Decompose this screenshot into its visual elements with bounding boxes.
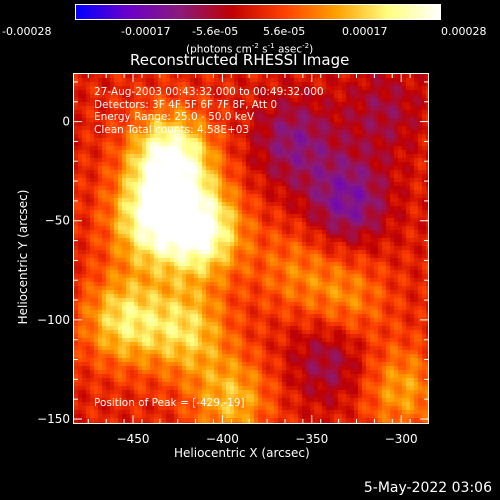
y-tick-label: −50 bbox=[45, 214, 70, 228]
heatmap-cells bbox=[74, 74, 428, 423]
colorbar-gradient bbox=[75, 4, 441, 20]
time-range-text: 27-Aug-2003 00:43:32.000 to 00:49:32.000 bbox=[94, 86, 324, 98]
x-tick-label: −300 bbox=[385, 432, 418, 446]
colorbar bbox=[75, 4, 441, 20]
y-tick-label: −100 bbox=[37, 313, 70, 327]
y-axis-label: Heliocentric Y (arcsec) bbox=[16, 189, 30, 325]
colorbar-tick-label: -0.00028 bbox=[2, 25, 52, 38]
colorbar-tick-label: 0.00028 bbox=[441, 25, 487, 38]
clean-counts-text: Clean Total counts: 4.58E+03 bbox=[94, 123, 250, 136]
y-tick-label: 0 bbox=[62, 115, 70, 129]
plot-frame bbox=[73, 73, 429, 424]
x-tick-label: −350 bbox=[295, 432, 328, 446]
chart-title: Reconstructed RHESSI Image bbox=[130, 51, 350, 69]
x-axis-label: Heliocentric X (arcsec) bbox=[174, 446, 310, 460]
detectors-text: Detectors: 3F 4F 5F 6F 7F 8F, Att 0 bbox=[94, 98, 278, 111]
colorbar-tick-label: 5.6e-05 bbox=[263, 25, 306, 38]
energy-range-text: Energy Range: 25.0 - 50.0 keV bbox=[94, 111, 255, 123]
colorbar-tick-label: -5.6e-05 bbox=[192, 25, 239, 38]
x-tick-label: −450 bbox=[117, 432, 150, 446]
colorbar-tick-label: 0.00017 bbox=[342, 25, 388, 38]
colorbar-unit-label: (photons cm-2 s-1 asec-2) bbox=[186, 42, 314, 56]
colorbar-tick-label: -0.00017 bbox=[121, 25, 171, 38]
x-tick-label: −400 bbox=[206, 432, 239, 446]
observation-info: 27-Aug-2003 00:43:32.000 to 00:49:32.000… bbox=[94, 86, 324, 136]
peak-position-text: Position of Peak = [-429,-19] bbox=[94, 397, 245, 409]
y-tick-label: −150 bbox=[37, 412, 70, 426]
footer-date: 5-May-2022 03:06 bbox=[363, 480, 492, 496]
